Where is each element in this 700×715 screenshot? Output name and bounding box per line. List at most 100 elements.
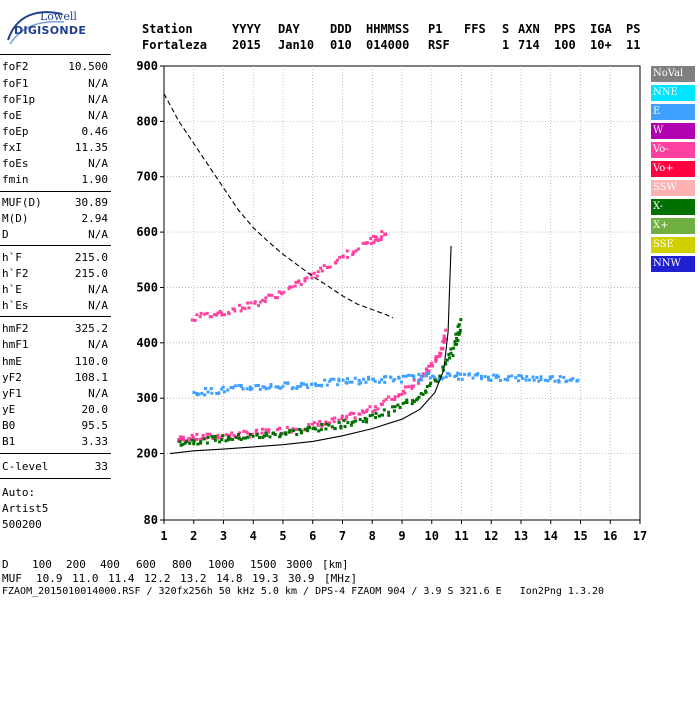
echo-point-o-trace: [365, 408, 369, 412]
echo-point-oblique-e: [295, 386, 299, 390]
echo-point-x-trace: [405, 401, 409, 405]
param-label: C-level: [2, 460, 49, 473]
echo-point-oblique-e: [487, 378, 491, 382]
param-label: fmin: [2, 173, 29, 186]
echo-point-oblique-e: [301, 382, 305, 386]
echo-point-x-trace: [325, 422, 329, 426]
echo-point-o-trace: [328, 421, 332, 425]
legend-item-e: E: [651, 104, 695, 120]
echo-point-o-trace: [216, 436, 220, 440]
echo-point-o-trace: [434, 357, 438, 361]
echo-point-o-trace: [246, 431, 250, 435]
footer-d-value: 1500: [250, 558, 277, 571]
echo-point-oblique-e: [229, 386, 233, 390]
echo-point-x-trace: [455, 336, 459, 340]
echo-point-oblique-e: [250, 386, 254, 390]
header-value: RSF: [428, 38, 450, 52]
echo-point-o-trace: [311, 422, 315, 426]
echo-point-oblique-e: [397, 375, 401, 379]
legend-item-x-: X+: [651, 218, 695, 234]
echo-point-oblique-e: [329, 377, 333, 381]
echo-point-oblique-e: [332, 377, 336, 381]
echo-point-x-trace: [320, 422, 324, 426]
echo-point-oblique-e: [353, 376, 357, 380]
echo-point-x-trace: [343, 425, 347, 429]
echo-point-oblique-e: [217, 391, 221, 395]
echo-point-x-trace: [349, 423, 353, 427]
echo-point-o-trace: [421, 374, 425, 378]
footer-muf-value: 19.3: [252, 572, 279, 585]
echo-point-o-trace: [397, 393, 401, 397]
echo-point-upper-trace: [215, 313, 219, 317]
y-tick-label: 600: [136, 225, 158, 239]
echo-point-o-trace: [177, 437, 181, 441]
echo-point-o-trace: [179, 437, 183, 441]
footer-muf-row: MUF 10.9 11.0 11.4 12.2 13.2 14.8 19.3 3…: [2, 572, 357, 715]
echo-point-oblique-e: [306, 386, 310, 390]
echo-point-oblique-e: [384, 375, 388, 379]
echo-point-o-trace: [438, 351, 442, 355]
echo-point-x-trace: [298, 427, 302, 431]
echo-point-o-trace: [332, 420, 336, 424]
echo-point-upper-trace: [282, 290, 286, 294]
echo-point-o-trace: [295, 427, 299, 431]
param-label: B0: [2, 419, 16, 432]
echo-point-upper-trace: [384, 232, 388, 236]
echo-point-upper-trace: [354, 249, 358, 253]
echo-point-o-trace: [191, 436, 195, 440]
echo-point-oblique-e: [503, 377, 507, 381]
echo-point-o-trace: [382, 399, 386, 403]
echo-point-oblique-e: [410, 373, 414, 377]
echo-point-x-trace: [411, 399, 415, 403]
echo-point-oblique-e: [537, 379, 541, 383]
echo-point-x-trace: [365, 420, 369, 424]
echo-point-o-trace: [358, 412, 362, 416]
header-value: Fortaleza: [142, 38, 208, 52]
echo-point-upper-trace: [303, 279, 307, 283]
header-value: 2015: [232, 38, 261, 52]
echo-point-o-trace: [194, 437, 198, 441]
x-tick-label: 5: [279, 529, 286, 543]
echo-point-o-trace: [318, 419, 322, 423]
echo-point-oblique-e: [506, 378, 510, 382]
echo-point-x-trace: [436, 380, 440, 384]
echo-point-x-trace: [451, 354, 455, 358]
echo-point-oblique-e: [531, 375, 535, 379]
echo-point-x-trace: [262, 434, 266, 438]
footer-d-row: D 100 200 400 600 800 1000 1500 3000 [km…: [2, 558, 349, 701]
echo-point-o-trace: [431, 364, 435, 368]
header-label: FFS: [464, 22, 486, 36]
echo-point-oblique-e: [215, 391, 219, 395]
legend-item-x-: X-: [651, 199, 695, 215]
echo-point-oblique-e: [448, 373, 452, 377]
echo-point-x-trace: [392, 409, 396, 413]
header-label: PS: [626, 22, 641, 36]
echo-point-oblique-e: [562, 375, 566, 379]
echo-point-x-trace: [456, 339, 460, 343]
echo-point-oblique-e: [299, 384, 303, 388]
echo-point-x-trace: [354, 419, 358, 423]
echo-point-oblique-e: [274, 385, 278, 389]
echo-point-o-trace: [242, 429, 246, 433]
param-value: 110.0: [74, 355, 108, 368]
echo-point-x-trace: [268, 435, 272, 439]
echo-point-x-trace: [448, 356, 452, 360]
muf-curve: [163, 93, 394, 319]
echo-point-o-trace: [337, 418, 341, 422]
echo-point-oblique-e: [359, 381, 363, 385]
param-value: 325.2: [74, 322, 108, 335]
echo-point-o-trace: [439, 346, 443, 350]
echo-point-o-trace: [426, 369, 430, 373]
echo-point-o-trace: [444, 337, 448, 341]
header-value: 100: [554, 38, 576, 52]
param-row: fxI 11.35: [2, 141, 108, 157]
echo-point-x-trace: [417, 395, 421, 399]
echo-point-upper-trace: [312, 271, 316, 275]
echo-point-oblique-e: [328, 379, 332, 383]
param-row: hmF1 N/A: [2, 338, 108, 354]
header-value: 11: [626, 38, 641, 52]
echo-point-oblique-e: [305, 383, 309, 387]
echo-point-o-trace: [376, 407, 380, 411]
echo-point-x-trace: [363, 416, 367, 420]
echo-point-x-trace: [221, 434, 225, 438]
